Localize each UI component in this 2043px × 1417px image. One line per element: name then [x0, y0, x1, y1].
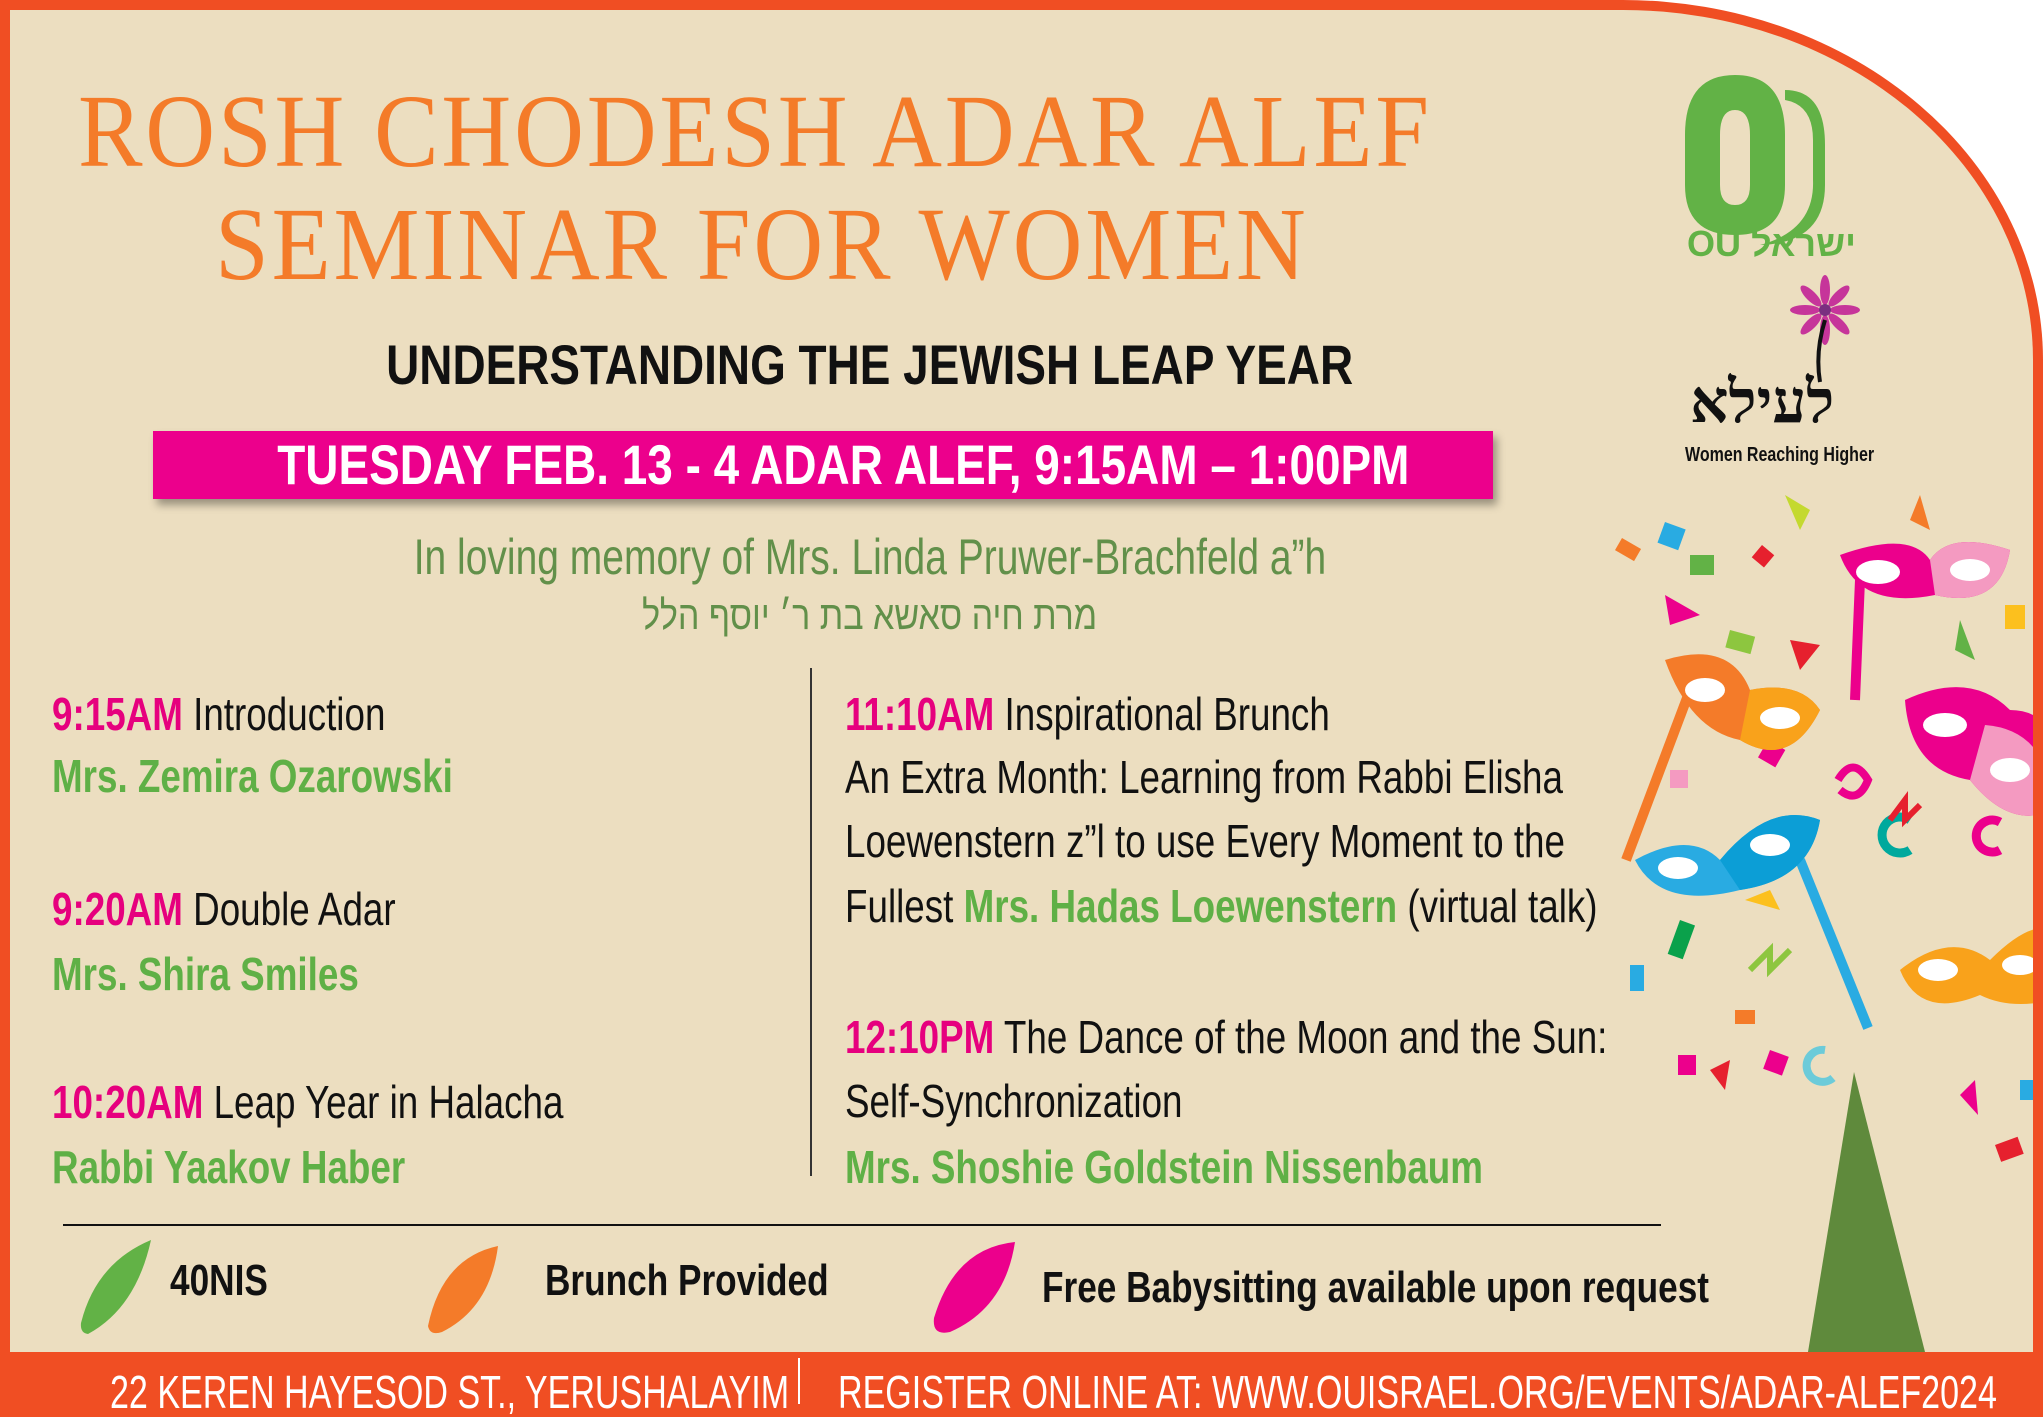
title-line-2-text: SEMINAR FOR WOMEN [215, 187, 1309, 302]
dedication-english: In loving memory of Mrs. Linda Pruwer-Br… [10, 528, 1730, 586]
ou-israel-logo: OU ישראל [1675, 65, 1856, 265]
divider-line [63, 1224, 1661, 1226]
schedule-item-2: 9:20AM Double Adar [52, 886, 482, 932]
date-banner-text: TUESDAY FEB. 13 - 4 ADAR ALEF, 9:15AM – … [277, 433, 1410, 496]
laaila-tagline-text: Women Reaching Higher [1685, 444, 1875, 466]
footer-divider [798, 1358, 800, 1404]
feature-brunch: Brunch Provided [545, 1256, 829, 1305]
ou-logo-text: OU ישראל [1687, 223, 1857, 264]
session-title: Inspirational Brunch [1004, 688, 1330, 740]
dedication-hebrew-text: מרת חיה סאשא בת ר׳ יוסף הלל [642, 594, 1098, 638]
speaker: Mrs. Hadas Loewenstern [963, 880, 1398, 932]
title-line-1: ROSH CHODESH ADAR ALEF [78, 80, 1534, 184]
subtitle: UNDERSTANDING THE JEWISH LEAP YEAR [10, 332, 1730, 397]
tree-trunk [1808, 1072, 1925, 1352]
footer-bar: 22 KEREN HAYESOD ST., YERUSHALAYIM REGIS… [10, 1352, 2033, 1417]
schedule-item-1: 9:15AM Introduction [52, 691, 469, 737]
session-title: Double Adar [193, 883, 396, 935]
title-line-2: SEMINAR FOR WOMEN [215, 193, 1391, 297]
footer-address: 22 KEREN HAYESOD ST., YERUSHALAYIM [110, 1366, 790, 1417]
pink-leaf-icon [933, 1242, 1015, 1333]
time: 12:10PM [845, 1011, 995, 1063]
laaila-logo-hebrew: לעילא [1690, 367, 1835, 437]
subtitle-text: UNDERSTANDING THE JEWISH LEAP YEAR [386, 333, 1354, 396]
schedule-item-4: 11:10AM Inspirational Brunch [845, 691, 1451, 737]
schedule-item-5: 12:10PM The Dance of the Moon and the Su… [845, 1014, 1798, 1060]
session-title: Leap Year in Halacha [213, 1076, 564, 1128]
orange-leaf-icon [428, 1246, 498, 1334]
dedication-english-text: In loving memory of Mrs. Linda Pruwer-Br… [413, 529, 1327, 585]
pink-mask [1840, 542, 2010, 701]
session-description: Fullest Mrs. Hadas Loewenstern (virtual … [845, 880, 1598, 932]
session-description: An Extra Month: Learning from Rabbi Elis… [845, 751, 1563, 803]
date-banner: TUESDAY FEB. 13 - 4 ADAR ALEF, 9:15AM – … [153, 431, 1493, 499]
speaker: Rabbi Yaakov Haber [52, 1141, 406, 1193]
confetti [1615, 495, 2033, 1162]
masks-confetti-illustration [1615, 495, 2033, 1352]
flower-icon [1790, 275, 1860, 383]
dedication-hebrew: מרת חיה סאשא בת ר׳ יוסף הלל [10, 594, 1730, 639]
orange-mask [1621, 654, 1820, 862]
feature-babysitting: Free Babysitting available upon request [1042, 1263, 1710, 1312]
session-description: Loewenstern z”l to use Every Moment to t… [845, 815, 1565, 867]
title-line-1-text: ROSH CHODESH ADAR ALEF [78, 74, 1432, 189]
session-title: The Dance of the Moon and the Sun: [1003, 1011, 1608, 1063]
time: 9:15AM [52, 688, 183, 740]
footer-register-link[interactable]: REGISTER ONLINE AT: WWW.OUISRAEL.ORG/EVE… [838, 1366, 1997, 1417]
session-note: (virtual talk) [1407, 880, 1598, 932]
blue-mask [1635, 815, 1873, 1030]
ou-logo-icon [1685, 75, 1825, 245]
feature-price: 40NIS [170, 1256, 268, 1305]
laaila-logo: לעילא Women Reaching Higher [1675, 272, 1875, 472]
yellow-mask [1900, 929, 2033, 1004]
speaker: Mrs. Zemira Ozarowski [52, 750, 453, 802]
column-divider [810, 668, 812, 1176]
speaker: Mrs. Shira Smiles [52, 948, 359, 1000]
green-leaf-icon [80, 1240, 151, 1334]
magenta-mask [1905, 687, 2033, 816]
time: 10:20AM [52, 1076, 204, 1128]
laaila-tagline: Women Reaching Higher [1685, 444, 1921, 467]
time: 11:10AM [845, 688, 995, 740]
speaker: Mrs. Shoshie Goldstein Nissenbaum [845, 1141, 1483, 1193]
time: 9:20AM [52, 883, 183, 935]
session-description: Self-Synchronization [845, 1075, 1183, 1127]
session-title: Introduction [193, 688, 386, 740]
schedule-item-3: 10:20AM Leap Year in Halacha [52, 1079, 691, 1125]
